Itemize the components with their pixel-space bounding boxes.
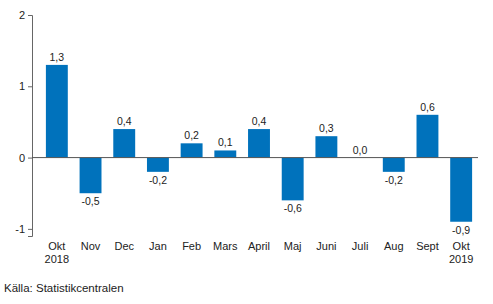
bar bbox=[282, 158, 304, 201]
x-tick-label: Sept bbox=[416, 240, 439, 252]
data-label: 0,4 bbox=[117, 115, 132, 127]
bar bbox=[214, 150, 236, 157]
x-tick: Juni bbox=[316, 240, 336, 252]
x-tick-label: Juli bbox=[352, 240, 369, 252]
bar bbox=[80, 158, 102, 194]
data-label: 0,6 bbox=[420, 101, 435, 113]
bar bbox=[46, 65, 68, 158]
bars bbox=[46, 65, 472, 222]
x-tick-label: Mars bbox=[213, 240, 238, 252]
bar bbox=[181, 143, 203, 157]
x-tick: Dec bbox=[114, 240, 134, 252]
x-axis: Okt2018 Nov Dec Jan Feb Mars April Maj Juni Juli A… bbox=[45, 240, 474, 265]
x-tick: Mars bbox=[213, 240, 238, 252]
x-tick-label: Nov bbox=[81, 240, 101, 252]
bar bbox=[113, 129, 135, 158]
y-tick-label: 0 bbox=[19, 152, 25, 164]
y-tick-label: -1 bbox=[15, 223, 25, 235]
y-axis-line bbox=[28, 16, 33, 237]
x-tick: Okt2019 bbox=[449, 240, 473, 265]
y-tick-label: 2 bbox=[19, 9, 25, 21]
data-label: 0,3 bbox=[319, 122, 334, 134]
x-tick: Sept bbox=[416, 240, 439, 252]
y-tick-mark bbox=[28, 15, 32, 16]
y-axis: -1 0 1 2 bbox=[15, 9, 32, 236]
x-tick: Nov bbox=[81, 240, 101, 252]
y-tick: -1 bbox=[15, 223, 32, 235]
x-tick: Feb bbox=[182, 240, 201, 252]
y-tick: 1 bbox=[19, 80, 32, 92]
data-label: 0,0 bbox=[353, 144, 368, 156]
x-tick-label: Dec bbox=[114, 240, 134, 252]
y-tick-mark bbox=[28, 86, 32, 87]
bar bbox=[315, 136, 337, 157]
y-tick: 0 bbox=[19, 152, 32, 164]
data-label: -0,5 bbox=[81, 195, 99, 207]
bar bbox=[450, 158, 472, 222]
data-label: -0,9 bbox=[452, 224, 470, 236]
bar bbox=[383, 158, 405, 172]
x-tick-label: Feb bbox=[182, 240, 201, 252]
y-tick-mark bbox=[28, 158, 32, 159]
bar bbox=[417, 115, 439, 158]
source: Källa: Statistikcentralen bbox=[4, 282, 124, 294]
x-tick-label: Maj bbox=[284, 240, 302, 252]
data-labels: 1,3 -0,5 0,4 -0,2 0,2 0,1 0,4 -0,6 0,3 0,0 -0,2 0,6… bbox=[50, 51, 471, 236]
y-tick-mark bbox=[28, 229, 32, 230]
x-tick-label: Okt2018 bbox=[45, 240, 69, 265]
data-label: 1,3 bbox=[50, 51, 65, 63]
bar bbox=[248, 129, 270, 158]
x-tick: April bbox=[248, 240, 270, 252]
data-label: 0,2 bbox=[184, 129, 199, 141]
x-tick-label: Jan bbox=[149, 240, 167, 252]
zero-line bbox=[32, 157, 478, 158]
x-tick-label: Aug bbox=[384, 240, 404, 252]
y-tick: 2 bbox=[19, 9, 32, 21]
bar bbox=[147, 158, 169, 172]
x-tick: Maj bbox=[284, 240, 302, 252]
x-tick-label: Okt2019 bbox=[449, 240, 473, 265]
y-tick-label: 1 bbox=[19, 80, 25, 92]
x-tick-label: April bbox=[248, 240, 270, 252]
data-label: -0,2 bbox=[149, 174, 167, 186]
x-tick: Okt2018 bbox=[45, 240, 69, 265]
data-label: 0,4 bbox=[252, 115, 267, 127]
data-label: 0,1 bbox=[218, 136, 233, 148]
x-tick: Aug bbox=[384, 240, 404, 252]
x-tick: Juli bbox=[352, 240, 369, 252]
x-tick-label: Juni bbox=[316, 240, 336, 252]
data-label: -0,6 bbox=[284, 202, 302, 214]
x-tick: Jan bbox=[149, 240, 167, 252]
chart: -1 0 1 2 1,3 -0,5 0,4 -0,2 0,2 0,1 0,4 -0,6 0,3 0,0 -0… bbox=[0, 0, 493, 304]
data-label: -0,2 bbox=[385, 174, 403, 186]
